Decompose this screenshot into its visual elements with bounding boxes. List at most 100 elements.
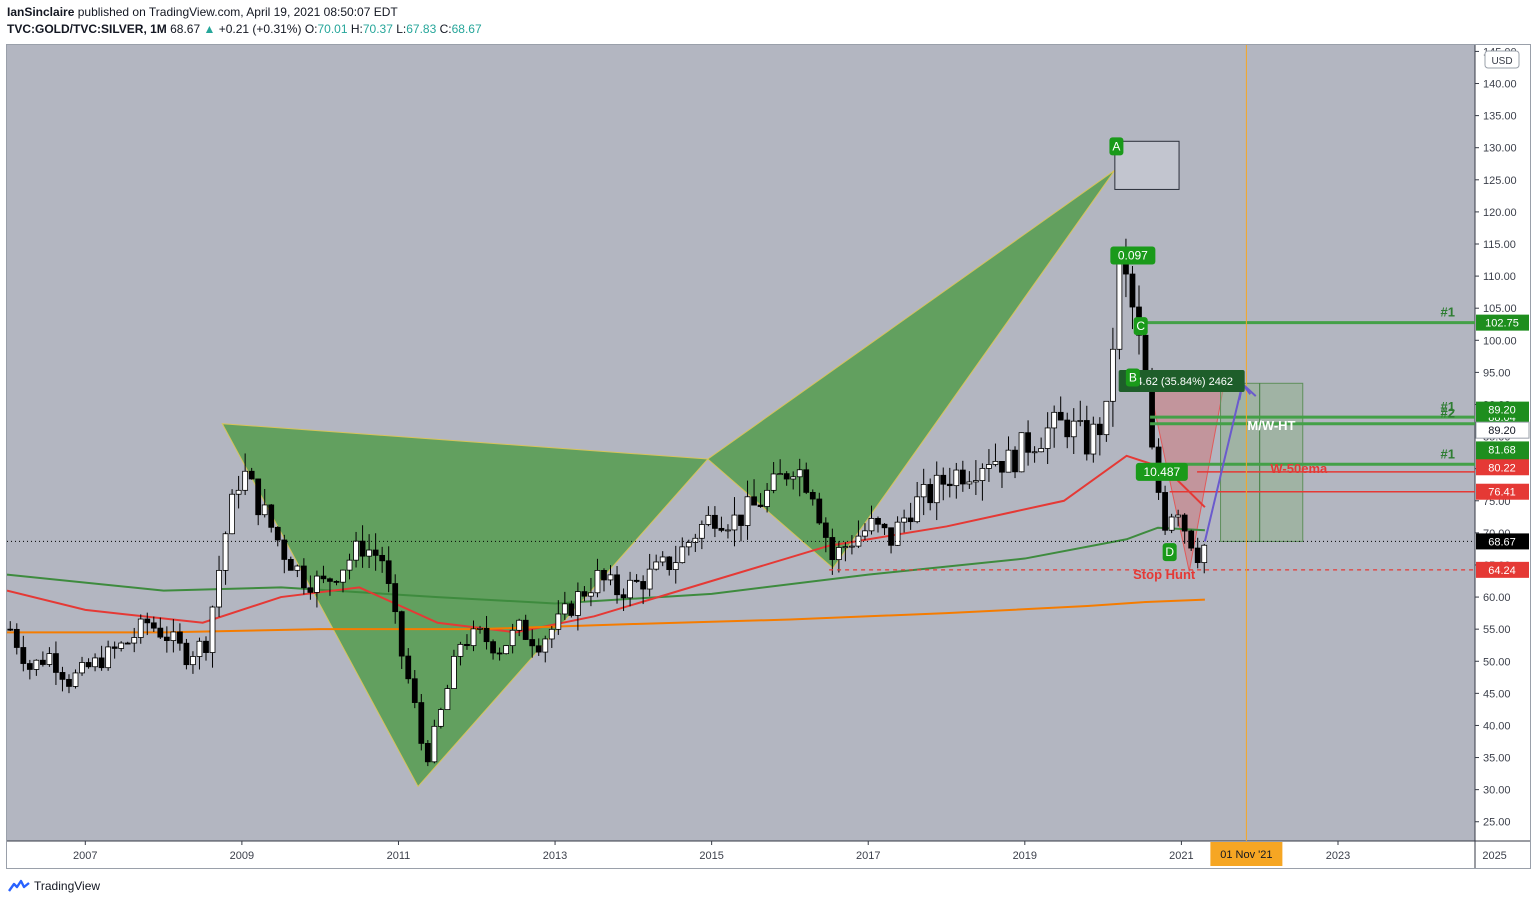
candle-bullish [1038, 448, 1045, 453]
candle-bearish [385, 560, 392, 584]
candle-bearish [183, 642, 190, 666]
candle-bullish [503, 645, 509, 655]
x-tick-label: 2021 [1169, 850, 1193, 862]
candle-bullish [1018, 432, 1025, 473]
candle-bearish [53, 653, 59, 673]
candle-bullish [431, 725, 438, 763]
candle-bullish [901, 517, 907, 523]
candle-bullish [594, 570, 601, 594]
candle-bullish [627, 579, 633, 599]
candle-bullish [105, 646, 112, 669]
chart-annotation: Stop Hunt [1133, 567, 1196, 582]
candle-bearish [124, 642, 131, 645]
brand-label[interactable]: TradingView [34, 879, 101, 893]
price-chart[interactable]: 145.00140.00135.00130.00125.00120.00115.… [7, 45, 1530, 868]
x-tick-label: 2025 [1482, 850, 1506, 862]
candle-bullish [862, 530, 868, 537]
candle-bearish [7, 628, 14, 631]
candle-bullish [261, 504, 268, 516]
candle-bullish [835, 547, 842, 561]
candle-bullish [314, 575, 320, 593]
candle-bearish [1129, 273, 1136, 308]
candle-bullish [451, 655, 457, 689]
candle-bullish [894, 521, 901, 546]
candle-bearish [940, 474, 947, 485]
target-level-tag: #1 [1441, 446, 1455, 461]
price-change: +0.21 (+0.31%) [218, 22, 302, 36]
candle-bullish [340, 569, 346, 583]
candle-bullish [366, 549, 372, 557]
change-up-icon: ▲ [203, 22, 216, 36]
pattern-point-label: 0.097 [1118, 249, 1148, 263]
close-label: C: [439, 22, 452, 36]
candle-bearish [535, 645, 542, 653]
publish-info: IanSinclaire published on TradingView.co… [7, 5, 398, 19]
candle-bullish [790, 476, 797, 480]
chart-annotation: M/W-HT [1247, 418, 1295, 433]
x-tick-label: 2013 [543, 850, 567, 862]
candle-bearish [26, 663, 33, 670]
candle-bearish [379, 554, 386, 562]
candle-bearish [1025, 432, 1031, 453]
last-price: 68.67 [170, 22, 201, 36]
long-position-box [1220, 382, 1304, 542]
candle-bearish [1181, 514, 1188, 532]
pattern-point-label-box [1133, 317, 1148, 336]
candle-bearish [568, 603, 575, 616]
candle-bullish [170, 631, 177, 641]
x-tick-label: 2023 [1326, 850, 1350, 862]
peak-box [1114, 140, 1180, 190]
symbol-info: TVC:GOLD/TVC:SILVER, 1M 68.67 ▲ +0.21 (+… [7, 22, 482, 36]
candle-bearish [13, 628, 20, 648]
candle-bearish [398, 611, 405, 657]
candle-bullish [933, 474, 940, 504]
candle-bearish [946, 483, 953, 487]
candle-bearish [822, 522, 829, 538]
candle-bullish [46, 653, 53, 665]
candle-bullish [353, 540, 359, 561]
chart-annotation: W-50ema [1270, 461, 1328, 476]
ema-line-green [7, 526, 1205, 605]
symbol-name[interactable]: TVC:GOLD/TVC:SILVER, 1M [7, 22, 167, 36]
candle-bearish [268, 504, 275, 528]
candle-bearish [496, 652, 503, 655]
candle-bearish [333, 580, 340, 583]
candle-bullish [966, 481, 973, 485]
chart-frame[interactable]: 145.00140.00135.00130.00125.00120.00115.… [6, 44, 1531, 869]
tradingview-logo-icon [8, 879, 30, 892]
candle-bullish [1168, 516, 1175, 531]
candle-bearish [712, 514, 718, 529]
price-axis-label-box [1476, 483, 1529, 500]
candle-bearish [881, 523, 888, 529]
open-value: 70.01 [317, 22, 348, 36]
candles [7, 238, 1208, 767]
footer: TradingView [8, 879, 100, 893]
author-name[interactable]: IanSinclaire [7, 5, 75, 19]
x-tick-label: 2009 [230, 850, 254, 862]
candle-bullish [659, 556, 666, 563]
candle-bullish [196, 640, 203, 657]
candle-bullish [731, 514, 738, 531]
candle-bearish [1057, 411, 1064, 421]
candle-bullish [216, 569, 222, 608]
currency-label: USD [1491, 56, 1512, 67]
candle-bullish [477, 627, 483, 630]
price-axis-label-box [1476, 561, 1529, 578]
candle-bearish [281, 539, 288, 560]
candle-bullish [685, 542, 692, 548]
candle-bearish [464, 643, 470, 647]
candle-bullish [137, 618, 144, 638]
measure-label: 24.62 (35.84%) 2462 [1130, 376, 1233, 388]
candle-bearish [300, 565, 307, 589]
candle-bullish [457, 643, 464, 657]
candle-bullish [1077, 420, 1084, 422]
candle-bullish [1116, 254, 1123, 350]
candle-bearish [783, 473, 790, 480]
price-axis-label: 102.75 [1485, 318, 1519, 330]
candle-bearish [111, 646, 118, 649]
candle-bearish [640, 581, 647, 590]
y-tick-label: 135.00 [1483, 111, 1517, 123]
ema-line-red [7, 454, 1206, 634]
pattern-point-label: B [1129, 371, 1137, 385]
candle-bullish [986, 464, 992, 469]
